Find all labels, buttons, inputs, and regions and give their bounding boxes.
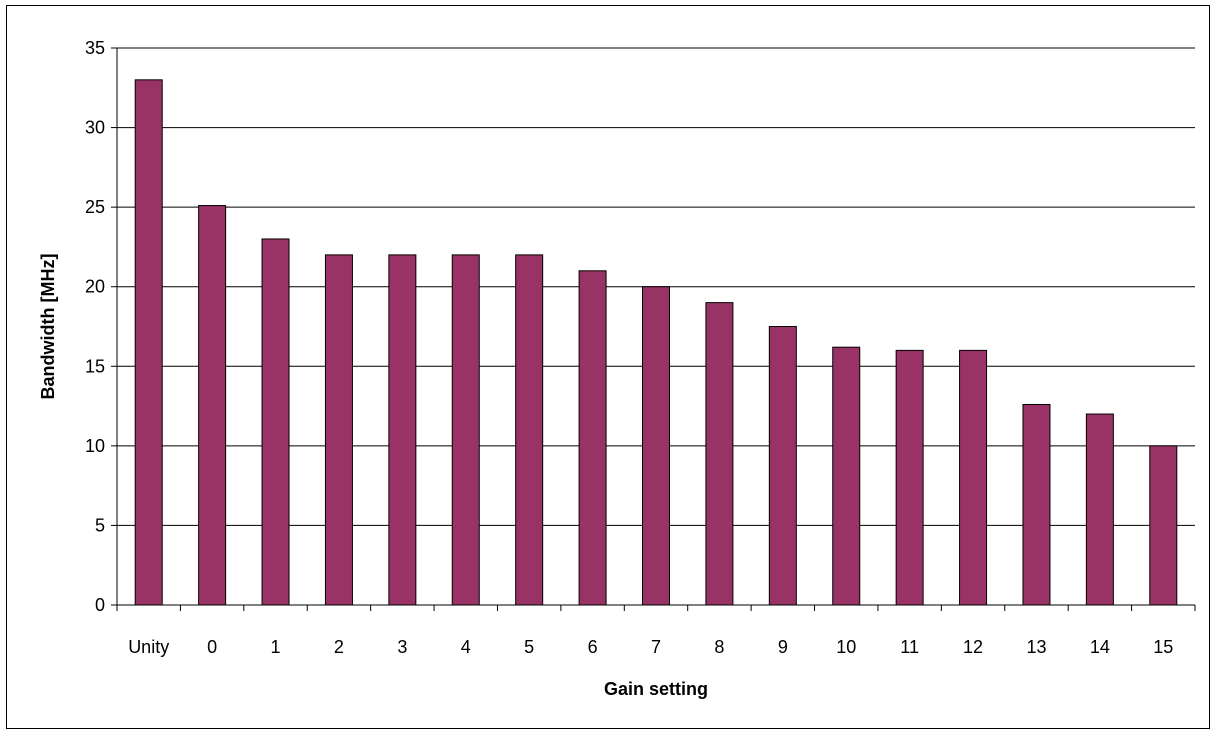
y-tick-label: 0: [95, 595, 105, 615]
bar-11: [895, 349, 924, 606]
x-tick-label: 1: [271, 637, 281, 657]
x-tick-label: 12: [963, 637, 983, 657]
bar-14: [1085, 413, 1114, 606]
bar-10: [832, 346, 861, 606]
x-tick-label: 11: [900, 637, 919, 657]
bar-9: [768, 326, 797, 606]
x-tick-label: 8: [714, 637, 724, 657]
x-tick-label: 2: [334, 637, 344, 657]
x-tick-label: 4: [461, 637, 471, 657]
bar-12: [959, 349, 988, 606]
gridlines: [117, 47, 1195, 526]
bar-13: [1022, 403, 1051, 606]
bar-6: [578, 270, 607, 606]
axes: [111, 47, 1196, 611]
y-tick-label: 25: [85, 197, 105, 217]
y-tick-label: 30: [85, 118, 105, 138]
y-tick-label: 15: [85, 356, 105, 376]
y-tick-label: 20: [85, 277, 105, 297]
x-tick-label: 13: [1026, 637, 1046, 657]
bar-8: [705, 302, 734, 606]
y-tick-label: 5: [95, 515, 105, 535]
x-tick-label: 0: [207, 637, 217, 657]
x-tick-label: 14: [1090, 637, 1110, 657]
bar-15: [1149, 445, 1178, 606]
x-tick-label: 9: [778, 637, 788, 657]
bar-2: [324, 254, 353, 606]
x-tick-label: 7: [651, 637, 661, 657]
x-tick-label: 15: [1153, 637, 1173, 657]
bar-7: [642, 286, 670, 606]
bar-1: [261, 238, 290, 606]
x-axis-title: Gain setting: [604, 679, 708, 699]
y-tick-label: 35: [85, 38, 105, 58]
x-tick-label: 6: [588, 637, 598, 657]
bar-3: [388, 254, 417, 606]
bar-0: [198, 205, 227, 606]
bar-4: [451, 254, 480, 606]
bars: [134, 79, 1178, 606]
x-tick-label: 5: [524, 637, 534, 657]
y-axis-title: Bandwidth [MHz]: [38, 254, 58, 400]
x-tick-label: Unity: [128, 637, 169, 657]
y-tick-label: 10: [85, 436, 105, 456]
x-tick-label: 10: [836, 637, 856, 657]
bar-5: [515, 254, 544, 606]
x-tick-label: 3: [397, 637, 407, 657]
bar-Unity: [134, 79, 163, 606]
chart-frame: [6, 5, 1210, 729]
